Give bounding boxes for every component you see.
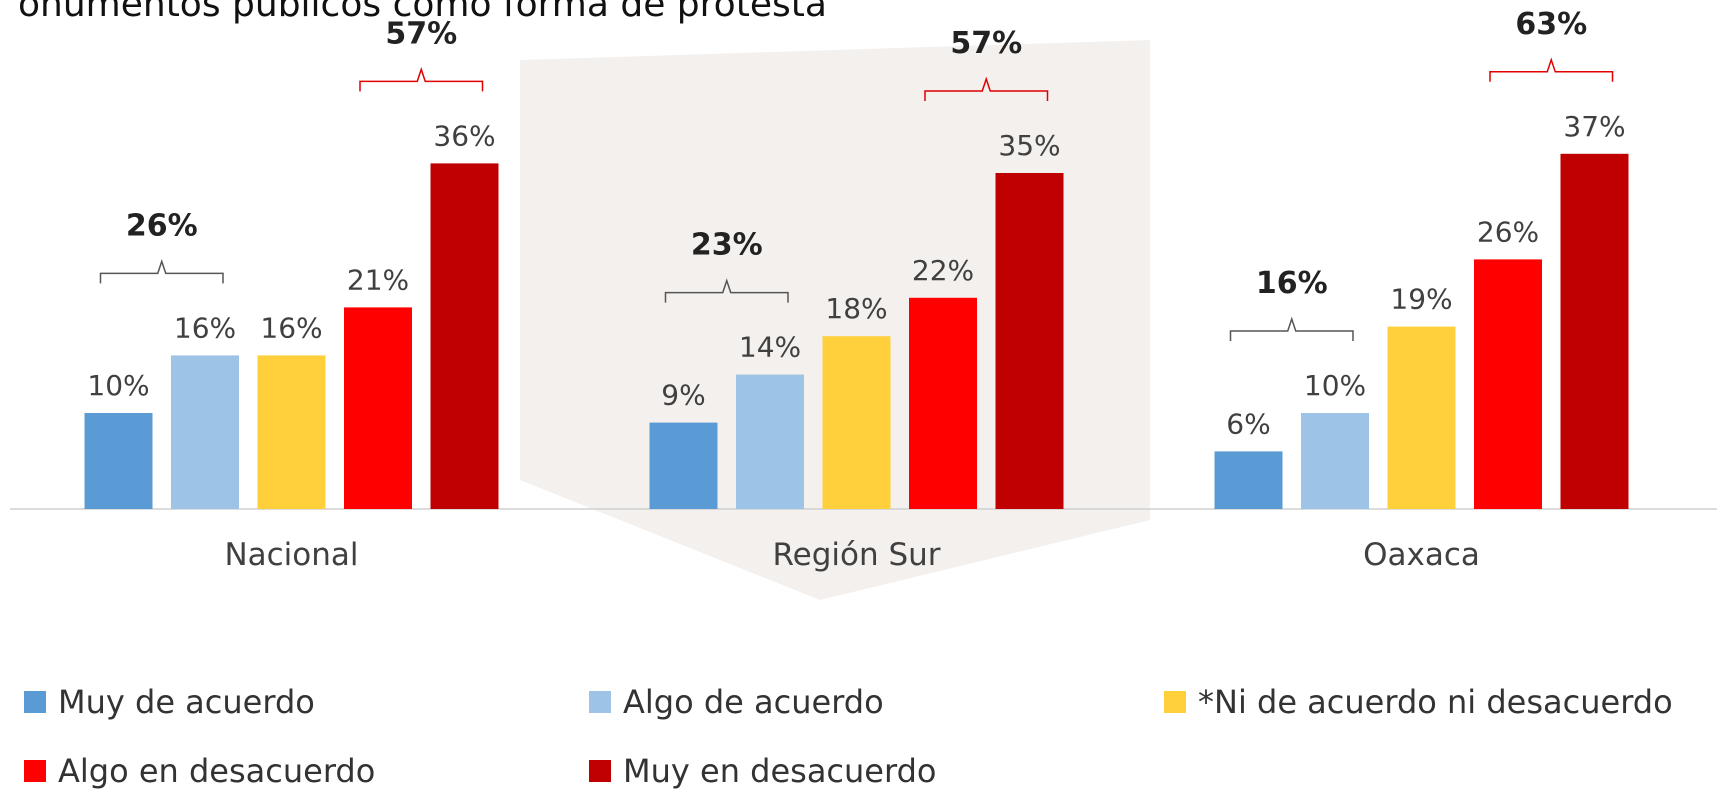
- x-tick-label: Nacional: [224, 537, 358, 573]
- data-label: 37%: [1563, 110, 1625, 143]
- chart-title: onumentos públicos como forma de protest…: [18, 0, 827, 25]
- bar: [344, 307, 412, 509]
- data-label: 10%: [87, 369, 149, 402]
- bracket-total: 23%: [691, 228, 763, 263]
- data-label: 16%: [260, 311, 322, 344]
- legend-label: Muy en desacuerdo: [623, 752, 936, 790]
- data-label: 9%: [661, 379, 705, 412]
- legend-swatch: [589, 691, 611, 713]
- legend-swatch: [1164, 691, 1186, 713]
- bar: [1387, 326, 1456, 509]
- bracket-total: 63%: [1515, 7, 1587, 42]
- data-label: 18%: [825, 292, 887, 325]
- data-label: 35%: [998, 129, 1060, 162]
- legend-swatch: [24, 691, 46, 713]
- bar: [84, 413, 153, 509]
- bar: [430, 163, 499, 509]
- data-label: 6%: [1226, 407, 1270, 440]
- bracket: [1229, 316, 1354, 341]
- data-label: 19%: [1390, 283, 1452, 316]
- bar: [736, 374, 804, 509]
- bar: [822, 336, 891, 509]
- data-label: 22%: [912, 254, 974, 287]
- bar: [1560, 153, 1629, 510]
- bracket: [1489, 57, 1614, 82]
- bracket-total: 57%: [950, 26, 1022, 61]
- x-tick-label: Oaxaca: [1363, 537, 1480, 573]
- legend-swatch: [24, 760, 46, 782]
- bracket: [664, 278, 789, 303]
- bracket-total: 26%: [126, 208, 198, 243]
- data-label: 26%: [1477, 215, 1539, 248]
- data-label: 10%: [1304, 369, 1366, 402]
- legend-label: Algo de acuerdo: [623, 683, 884, 721]
- data-label: 36%: [433, 119, 495, 152]
- bar: [909, 297, 977, 509]
- legend-label: Muy de acuerdo: [58, 683, 315, 721]
- bar: [171, 355, 239, 509]
- bar: [1214, 451, 1283, 509]
- bracket-total: 16%: [1256, 266, 1328, 301]
- bar: [1474, 259, 1542, 509]
- legend-label: *Ni de acuerdo ni desacuerdo: [1198, 683, 1673, 721]
- legend-swatch: [589, 760, 611, 782]
- data-label: 16%: [174, 311, 236, 344]
- x-tick-label: Región Sur: [772, 537, 940, 573]
- data-label: 21%: [347, 263, 409, 296]
- bracket: [924, 76, 1049, 101]
- bar: [1301, 413, 1369, 509]
- bar: [995, 173, 1064, 509]
- bar: [649, 422, 718, 509]
- bracket: [99, 259, 224, 284]
- bar: [257, 355, 326, 509]
- legend-label: Algo en desacuerdo: [58, 752, 375, 790]
- bracket: [359, 67, 484, 92]
- data-label: 14%: [739, 331, 801, 364]
- bracket-total: 57%: [385, 16, 457, 51]
